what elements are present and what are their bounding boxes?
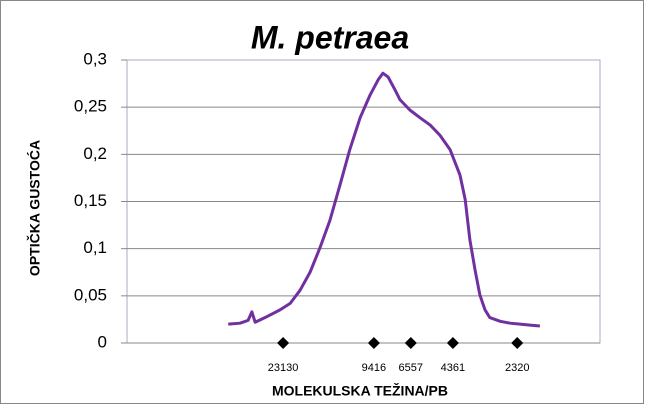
marker bbox=[404, 337, 417, 349]
y-tick-label: 0,1 bbox=[83, 238, 107, 257]
x-axis-label: MOLEKULSKA TEŽINA/PB bbox=[272, 382, 448, 399]
y-tick-label: 0,25 bbox=[74, 97, 107, 116]
y-tick-label: 0,2 bbox=[83, 144, 107, 163]
trace-line bbox=[228, 71, 541, 328]
y-tick-label: 0,3 bbox=[83, 49, 107, 68]
marker bbox=[511, 337, 524, 349]
y-axis-label: OPTIČKA GUSTOĆA bbox=[26, 140, 43, 276]
marker-label: 23130 bbox=[268, 362, 299, 374]
marker bbox=[367, 337, 380, 349]
marker-label: 6557 bbox=[399, 362, 423, 374]
marker bbox=[277, 337, 290, 349]
marker bbox=[446, 337, 459, 349]
marker-label: 2320 bbox=[505, 362, 529, 374]
marker-label: 4361 bbox=[441, 362, 465, 374]
chart-title: M. petraea bbox=[251, 19, 409, 55]
y-tick-label: 0,05 bbox=[74, 285, 107, 304]
marker-label: 9416 bbox=[362, 362, 386, 374]
y-tick-label: 0,15 bbox=[74, 191, 107, 210]
y-tick-label: 0 bbox=[98, 332, 107, 351]
